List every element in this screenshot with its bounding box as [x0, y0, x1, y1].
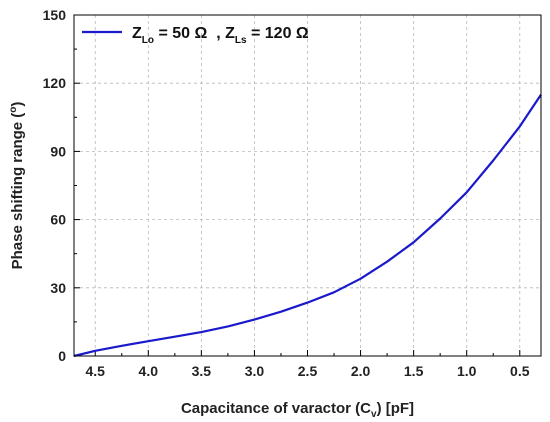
series-line [73, 93, 542, 358]
axis-labels: 4.5 4.0 3.5 3.0 2.5 2.0 1.5 1.0 0.5 0 30 60 90 120 150 [43, 7, 530, 379]
x-tick-label: 4.5 [85, 363, 105, 379]
series-layer [73, 93, 542, 358]
ticks [74, 14, 521, 357]
y-tick-label: 60 [50, 212, 66, 228]
x-tick-label: 1.5 [404, 363, 424, 379]
y-tick-label: 120 [43, 75, 67, 91]
plot-frame [73, 14, 542, 357]
x-tick-label: 4.0 [139, 363, 159, 379]
legend: ZLo = 50 Ω , ZLs = 120 Ω [82, 25, 309, 46]
x-tick-label: 3.0 [245, 363, 265, 379]
y-tick-label: 90 [50, 143, 66, 159]
x-tick-label: 2.5 [298, 363, 318, 379]
y-tick-label: 0 [58, 348, 66, 364]
y-tick-label: 150 [43, 7, 67, 23]
x-tick-label: 1.0 [457, 363, 477, 379]
y-axis-title: Phase shifting range (o) [8, 102, 26, 270]
x-axis-title: Capacitance of varactor (Cv) [pF] [181, 400, 414, 420]
x-tick-label: 3.5 [192, 363, 212, 379]
y-tick-label: 30 [50, 280, 66, 296]
legend-label: ZLo = 50 Ω , ZLs = 120 Ω [132, 25, 309, 46]
x-tick-label: 0.5 [510, 363, 530, 379]
x-tick-label: 2.0 [351, 363, 371, 379]
grid [74, 15, 541, 356]
